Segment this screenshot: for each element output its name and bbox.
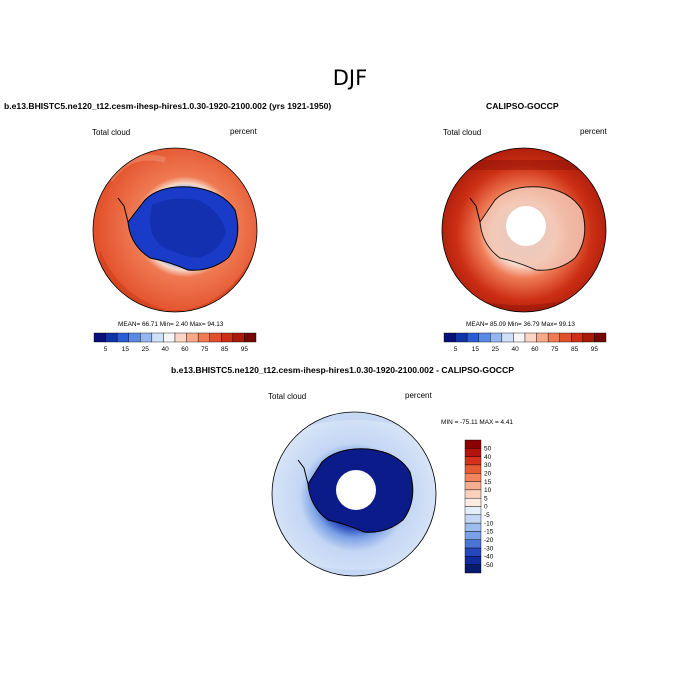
diff-colorbar-tick-label: 15 [484,479,492,486]
model-colorbar-tick-label: 40 [161,346,169,353]
diff-colorbar-swatch [464,531,482,540]
obs-colorbar-tick-label: 25 [492,346,500,353]
diff-colorbar-swatch [464,473,482,482]
obs-colorbar-swatch [501,332,514,343]
panel-model-variable-label: Total cloud [92,128,131,137]
obs-colorbar-swatch [513,332,526,343]
model-colorbar-swatch [244,332,257,343]
model-colorbar-swatch [105,332,118,343]
diff-colorbar-tick-label: -10 [484,520,494,527]
obs-colorbar-tick-label: 5 [454,346,458,353]
obs-colorbar-tick-label: 75 [551,346,559,353]
obs-colorbar-swatch [582,332,595,343]
diff-colorbar-swatch [464,547,482,557]
model-colorbar-tick-label: 85 [221,346,229,353]
diff-colorbar-swatch [464,522,482,532]
diff-colorbar-swatch [464,456,482,466]
diff-colorbar-swatch [464,497,482,507]
panel-diff-units-label: percent [405,391,432,400]
diff-colorbar-tick-label: -5 [484,512,490,519]
diff-colorbar-swatch [464,464,482,474]
model-colorbar-swatch [93,332,106,343]
diff-colorbar-swatch [464,514,482,524]
diff-colorbar-swatch [464,448,482,457]
diff-cloud-map [271,411,437,577]
diff-colorbar-swatch [464,539,482,549]
diff-colorbar-swatch [464,556,482,565]
obs-colorbar-swatch [466,332,479,343]
model-colorbar-tick-label: 60 [181,346,189,353]
model-cloud-map [92,147,258,313]
model-colorbar-tick-label: 25 [142,346,150,353]
diff-colorbar-tick-label: 5 [484,495,488,502]
diff-colorbar-swatch [464,506,482,516]
obs-colorbar-tick-label: 60 [531,346,539,353]
model-colorbar-swatch [174,332,187,343]
model-colorbar-swatch [232,332,245,343]
panel-model-stats: MEAN= 66.71 Min= 2.40 Max= 94.13 [118,321,224,328]
panel-model-title: b.e13.BHISTC5.ne120_t12.cesm-ihesp-hires… [4,101,332,111]
model-colorbar-tick-label: 5 [104,346,108,353]
obs-colorbar-swatch [536,332,549,343]
panel-diff-title: b.e13.BHISTC5.ne120_t12.cesm-ihesp-hires… [171,365,514,375]
diff-colorbar-tick-label: -15 [484,529,494,536]
obs-colorbar-swatch [524,332,537,343]
diff-colorbar-tick-label: 20 [484,470,492,477]
model-colorbar-swatch [221,332,234,343]
model-colorbar-tick-label: 15 [122,346,130,353]
panel-diff-stats: MIN = -75.11 MAX = 4.41 [441,419,513,426]
model-colorbar-tick-label: 75 [201,346,209,353]
model-colorbar: 5 15 25 40 60 75 85 95 [93,332,257,353]
model-colorbar-swatch [116,332,129,343]
obs-colorbar: 5 15 25 40 60 75 85 95 [443,332,607,353]
figure-title: DJF [332,66,368,90]
diff-colorbar-tick-label: 10 [484,487,492,494]
model-colorbar-swatch [128,332,141,343]
model-colorbar-swatch [186,332,199,343]
obs-colorbar-tick-label: 95 [591,346,599,353]
obs-colorbar-swatch [571,332,584,343]
diff-colorbar-tick-label: -40 [484,554,494,561]
diff-colorbar-tick-label: 30 [484,462,492,469]
diff-colorbar-tick-label: -20 [484,537,494,544]
obs-colorbar-swatch [478,332,491,343]
model-colorbar-tick-label: 95 [241,346,249,353]
panel-diff-variable-label: Total cloud [268,392,307,401]
diff-colorbar-tick-label: -30 [484,545,494,552]
diff-colorbar-tick-label: 0 [484,504,488,511]
obs-colorbar-swatch [455,332,468,343]
diff-colorbar-swatch [464,439,482,449]
model-colorbar-swatch [140,332,153,343]
model-colorbar-swatch [197,332,210,343]
obs-colorbar-tick-label: 85 [571,346,579,353]
obs-colorbar-tick-label: 40 [511,346,519,353]
diff-colorbar-swatch [464,564,482,574]
diff-colorbar-tick-label: 40 [484,454,492,461]
model-colorbar-swatch [151,332,164,343]
obs-colorbar-swatch [559,332,572,343]
obs-colorbar-swatch [443,332,456,343]
panel-obs-variable-label: Total cloud [443,128,482,137]
obs-colorbar-swatch [547,332,560,343]
obs-cloud-map [441,147,607,313]
obs-colorbar-tick-label: 15 [472,346,480,353]
obs-colorbar-swatch [594,332,607,343]
model-colorbar-swatch [163,332,176,343]
model-colorbar-swatch [209,332,222,343]
diff-colorbar-swatch [464,489,482,499]
obs-colorbar-swatch [490,332,503,343]
diff-colorbar-tick-label: -50 [484,562,494,569]
panel-model-units-label: percent [230,127,257,136]
diff-colorbar-swatch [464,481,482,491]
diff-colorbar-tick-label: 50 [484,446,492,453]
panel-obs-title: CALIPSO-GOCCP [486,101,559,111]
panel-obs-units-label: percent [580,127,607,136]
panel-obs-stats: MEAN= 85.09 Min= 36.79 Max= 99.13 [466,321,575,328]
